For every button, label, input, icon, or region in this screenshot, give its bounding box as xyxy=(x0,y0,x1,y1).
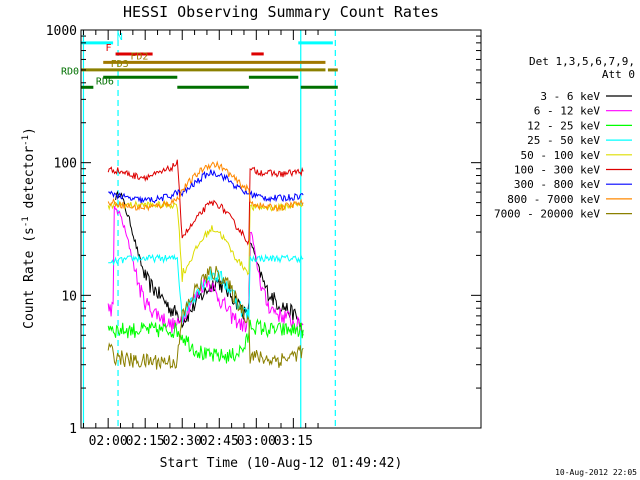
legend-label-8: 7000 - 20000 keV xyxy=(494,208,600,221)
x-tick-label-4: 03:00 xyxy=(237,434,276,449)
y-tick-label-0: 1 xyxy=(69,422,77,437)
flag-label-f: F xyxy=(106,43,112,54)
x-tick-label-0: 02:00 xyxy=(89,434,128,449)
series-line-0 xyxy=(115,190,304,336)
x-tick-label-3: 02:45 xyxy=(200,434,239,449)
y-tick-label-2: 100 xyxy=(54,157,77,172)
x-tick-label-2: 02:30 xyxy=(163,434,202,449)
ylabel-sup2: -1 xyxy=(21,135,31,146)
flag-label-fd2: FD2 xyxy=(130,51,148,62)
series-line-3 xyxy=(108,253,304,323)
legend-label-0: 3 - 6 keV xyxy=(540,90,600,103)
legend-label-7: 800 - 7000 keV xyxy=(507,193,600,206)
series-line-6 xyxy=(108,169,304,204)
flag-label-fd3: FD3 xyxy=(111,59,129,70)
ylabel-end: ) xyxy=(22,127,37,135)
ylabel-sup1: -1 xyxy=(21,216,31,227)
legend-label-4: 50 - 100 keV xyxy=(521,149,601,162)
ylabel-mid: detector xyxy=(22,146,37,217)
series-lines xyxy=(107,159,304,370)
series-line-7 xyxy=(107,160,304,212)
series-line-2 xyxy=(107,318,304,364)
flag-label-rd0: RD0 xyxy=(61,66,79,77)
legend-header-line1: Det 1,3,5,6,7,9, xyxy=(529,55,635,68)
interval-markers xyxy=(82,30,336,428)
x-tick-label-5: 03:15 xyxy=(274,434,313,449)
chart-title: HESSI Observing Summary Count Rates xyxy=(123,3,439,21)
legend-label-1: 6 - 12 keV xyxy=(534,105,601,118)
legend-label-6: 300 - 800 keV xyxy=(514,178,600,191)
series-line-8 xyxy=(107,265,304,370)
x-axis-label: Start Time (10-Aug-12 01:49:42) xyxy=(160,456,403,471)
legend-header-line2: Att 0 xyxy=(602,68,635,81)
flag-label-n: N xyxy=(117,32,123,43)
flag-label-rd6: RD6 xyxy=(96,76,114,87)
y-tick-label-3: 1000 xyxy=(46,24,77,39)
ylabel-main: Count Rate (s xyxy=(22,227,37,329)
legend-label-5: 100 - 300 keV xyxy=(514,164,600,177)
legend-label-2: 12 - 25 keV xyxy=(527,119,600,132)
y-tick-label-1: 10 xyxy=(61,289,77,304)
x-tick-label-1: 02:15 xyxy=(126,434,165,449)
generation-timestamp: 10-Aug-2012 22:05 xyxy=(555,468,637,477)
legend-label-3: 25 - 50 keV xyxy=(527,134,600,147)
y-axis-label: Count Rate (s-1 detector-1) xyxy=(21,127,37,329)
series-line-5 xyxy=(107,159,304,246)
